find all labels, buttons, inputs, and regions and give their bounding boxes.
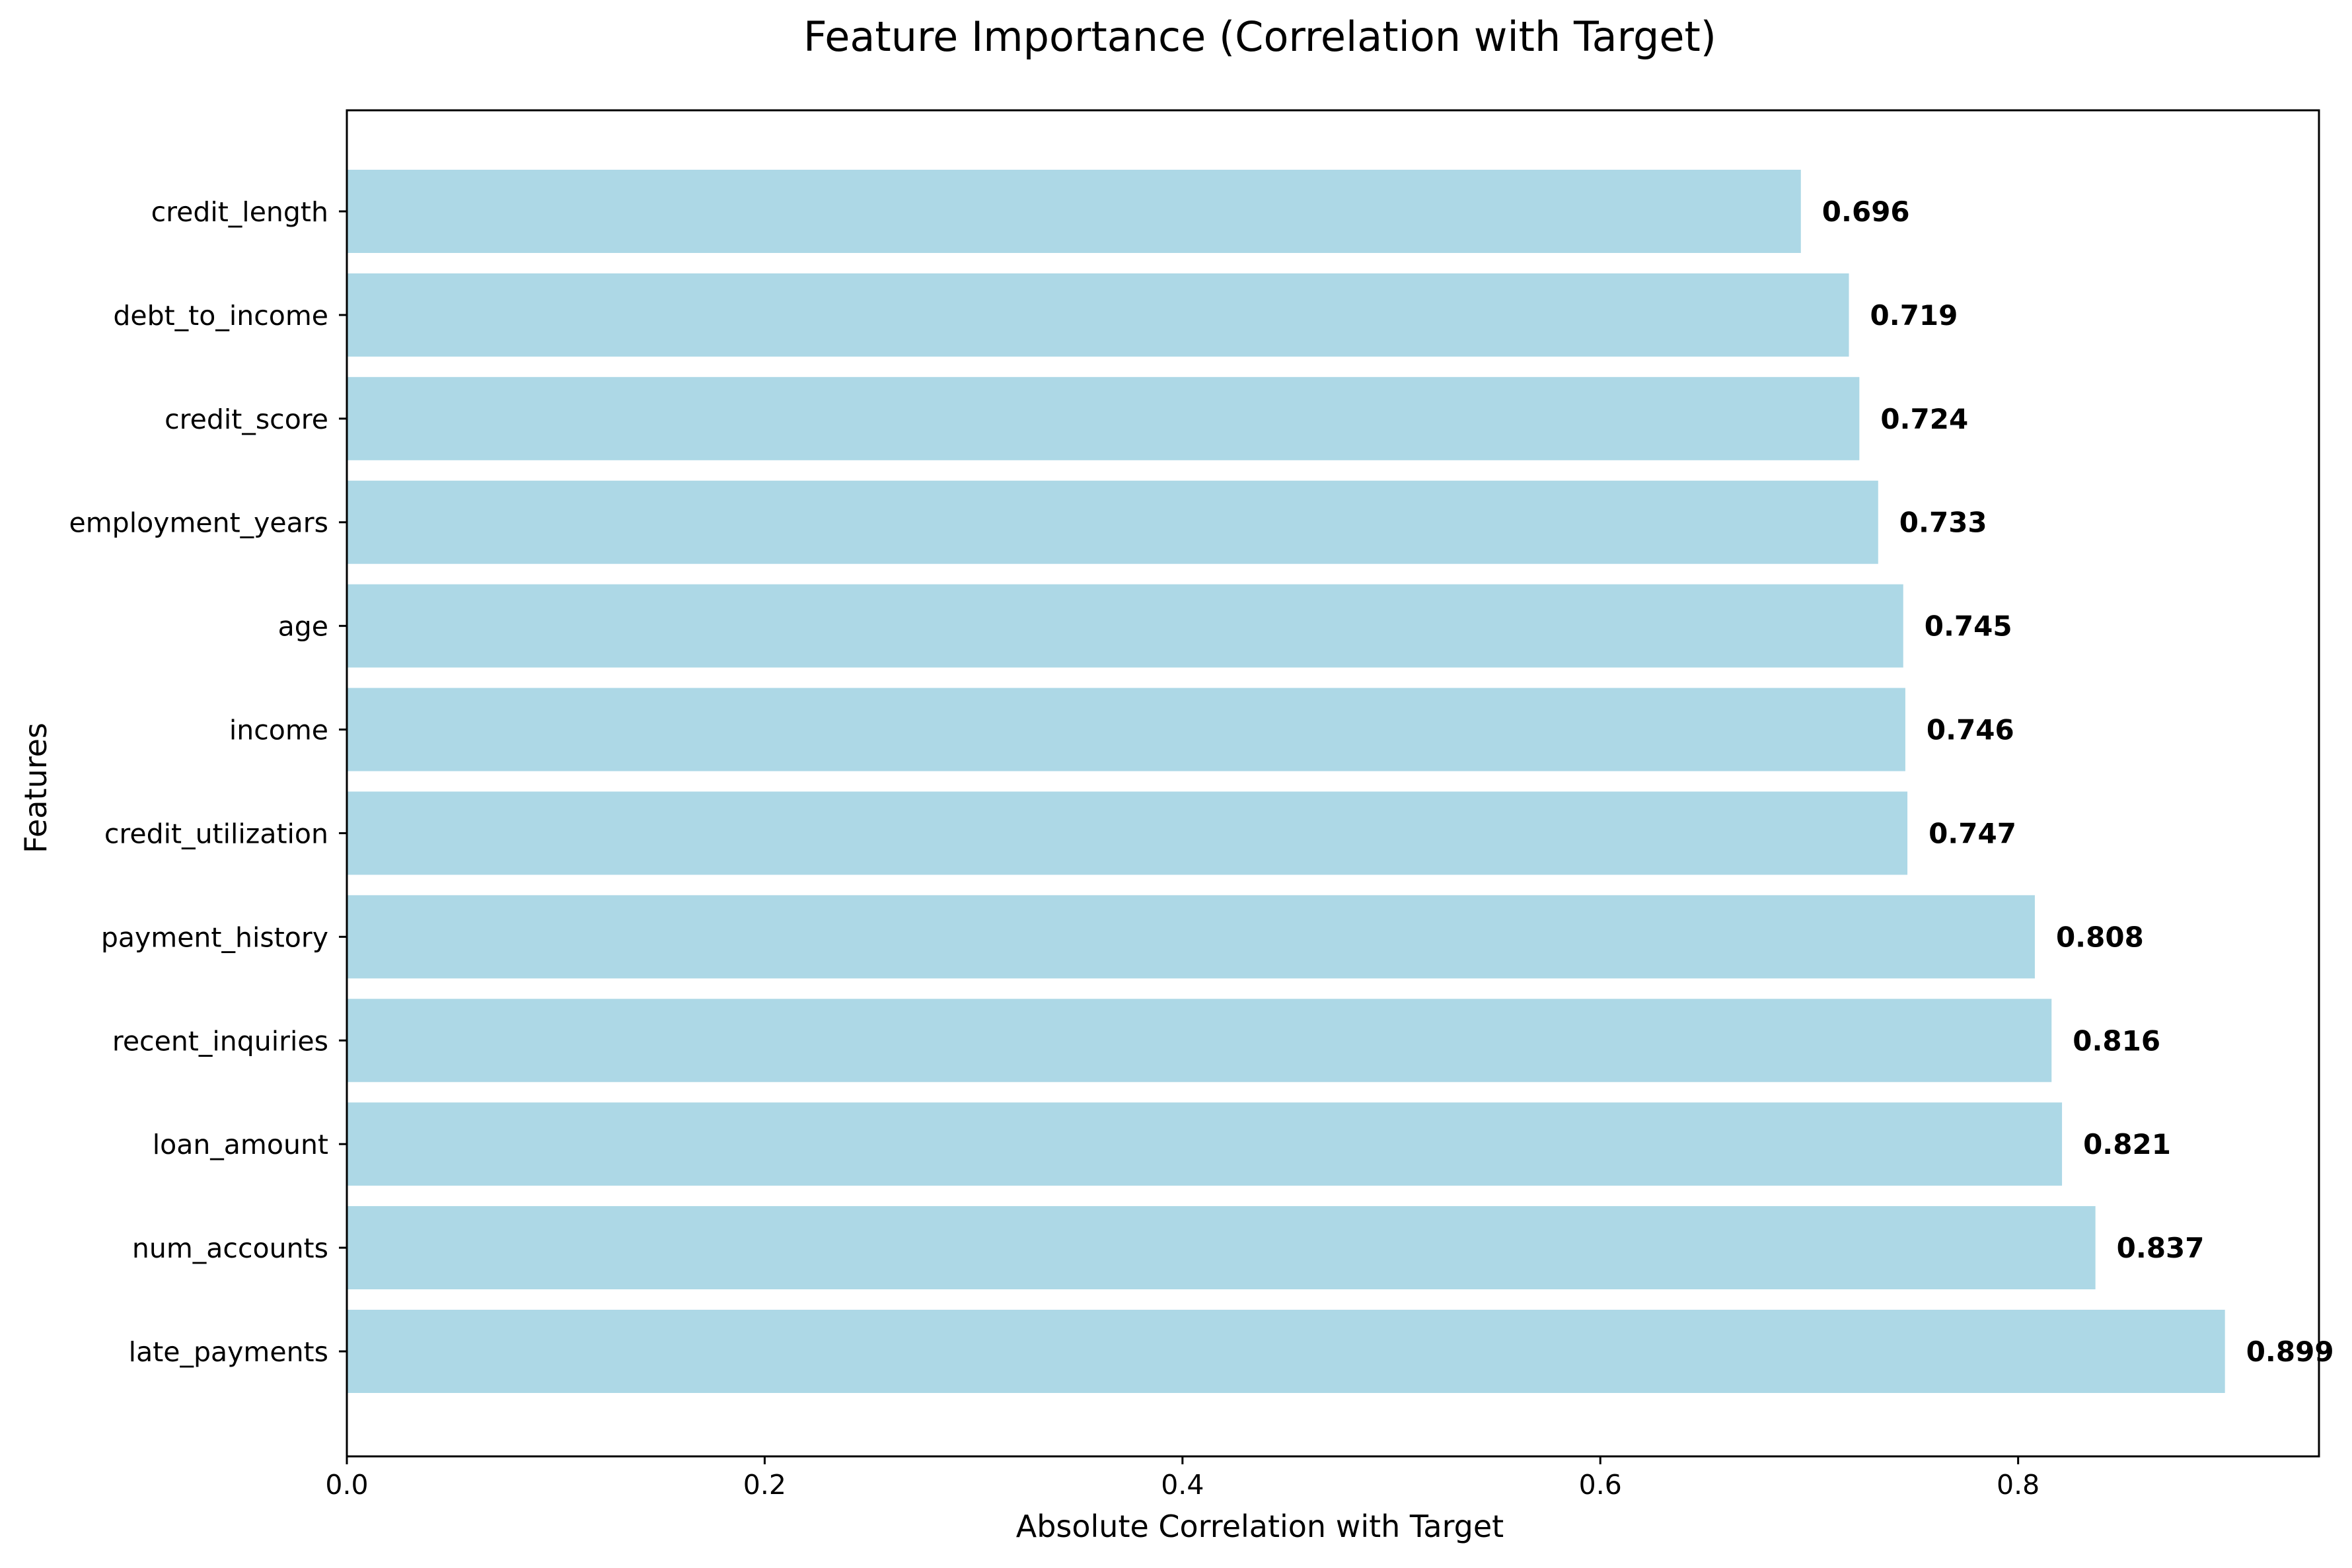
value-label-credit_score: 0.724 [1880,403,1968,435]
chart-title: Feature Importance (Correlation with Tar… [803,13,1716,61]
value-label-recent_inquiries: 0.816 [2073,1024,2160,1057]
bar-credit_utilization [347,791,1908,875]
value-label-late_payments: 0.899 [2246,1336,2334,1368]
y-tick-label-recent_inquiries: recent_inquiries [112,1025,328,1057]
y-tick-label-num_accounts: num_accounts [132,1232,328,1264]
bars-layer: 0.899 0.837 0.821 0.816 0.808 0.747 0.746 0.745… [347,170,2334,1393]
y-axis-label: Features [18,723,54,853]
value-label-income: 0.746 [1927,714,2014,746]
bar-recent_inquiries [347,999,2052,1083]
value-label-loan_amount: 0.821 [2083,1128,2171,1160]
y-tick-label-credit_score: credit_score [165,404,328,435]
bar-employment_years [347,480,1878,564]
value-label-num_accounts: 0.837 [2117,1232,2205,1264]
value-label-payment_history: 0.808 [2056,921,2144,953]
value-label-debt_to_income: 0.719 [1870,299,1958,332]
x-tick-label-0: 0.0 [325,1469,368,1501]
x-tick-label-2: 0.4 [1161,1469,1204,1501]
value-label-age: 0.745 [1925,610,2012,643]
y-tick-label-credit_utilization: credit_utilization [104,818,328,849]
y-tick-label-debt_to_income: debt_to_income [113,300,328,332]
bar-income [347,688,1905,771]
bar-num_accounts [347,1206,2096,1290]
x-tick-label-3: 0.6 [1579,1469,1622,1501]
x-tick-label-4: 0.8 [1997,1469,2040,1501]
bar-credit_length [347,170,1801,253]
value-label-employment_years: 0.733 [1899,507,1987,539]
y-tick-label-employment_years: employment_years [69,507,328,539]
axes-layer: late_payments num_accounts loan_amount rece… [69,109,2320,1501]
bar-credit_score [347,376,1860,460]
value-label-credit_length: 0.696 [1822,196,1910,228]
bar-loan_amount [347,1102,2063,1186]
y-tick-label-credit_length: credit_length [151,196,328,228]
y-tick-label-income: income [229,715,328,746]
bar-payment_history [347,895,2035,979]
bar-debt_to_income [347,273,1849,357]
bar-age [347,584,1903,668]
bar-late_payments [347,1310,2225,1393]
y-tick-label-age: age [278,611,328,643]
plot-frame [346,109,2320,1458]
x-axis-label: Absolute Correlation with Target [1016,1509,1504,1544]
y-tick-label-loan_amount: loan_amount [153,1129,328,1160]
value-label-credit_utilization: 0.747 [1929,817,2016,849]
x-tick-label-1: 0.2 [743,1469,786,1501]
y-tick-label-payment_history: payment_history [101,921,328,953]
y-tick-label-late_payments: late_payments [129,1336,328,1368]
